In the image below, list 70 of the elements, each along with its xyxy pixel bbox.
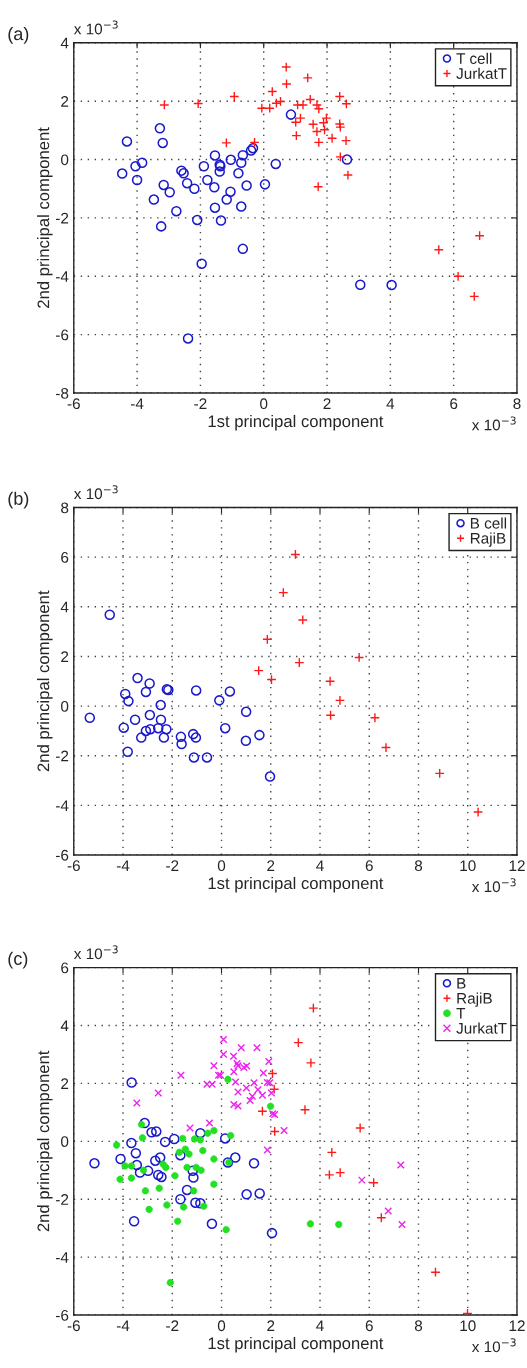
- x-tick-label: 8: [414, 1320, 423, 1332]
- x-tick-label: 6: [450, 398, 458, 410]
- legend-label: RajiB: [457, 992, 492, 1007]
- x-tick-label: 6: [365, 1320, 373, 1332]
- x-tick-label: 0: [217, 860, 226, 872]
- y-tick-label: -6: [56, 329, 69, 341]
- legend-label: T: [456, 1008, 466, 1019]
- x-tick-label: -4: [130, 398, 144, 409]
- text: x 10$^{−3}$: [73, 945, 118, 960]
- x-tick-label: 8: [414, 860, 423, 872]
- legend-label: JurkatT: [456, 67, 507, 79]
- y-tick-label: -4: [56, 271, 69, 282]
- x-tick-label: 0: [217, 1320, 226, 1332]
- legend-label: JurkatT: [456, 1022, 507, 1034]
- x-tick-label: 2: [323, 398, 331, 409]
- y-tick-label: -6: [56, 1309, 69, 1321]
- text: x 10$^{−3}$: [471, 416, 516, 431]
- x-tick-label: 4: [316, 860, 324, 871]
- y-tick-label: 6: [61, 962, 69, 974]
- y-tick-label: 4: [60, 601, 69, 613]
- x-axis-title: 1st principal component: [208, 876, 384, 893]
- y-tick-label: 0: [61, 154, 69, 166]
- y-tick-label: -6: [56, 849, 69, 861]
- x-axis-title: 1st principal component: [208, 1336, 384, 1353]
- chart-title: (c): [8, 951, 28, 969]
- y-tick-label: 4: [60, 1020, 69, 1032]
- y-tick-label: 2: [61, 651, 69, 662]
- x-tick-label: 10: [460, 860, 476, 872]
- x-tick-label: -2: [194, 398, 207, 409]
- x-tick-label: 10: [460, 1320, 476, 1332]
- y-axis-title: 2nd principal component: [37, 1050, 53, 1232]
- y-tick-label: -2: [56, 212, 69, 224]
- y-tick-label: 2: [61, 96, 69, 107]
- y-tick-label: -4: [56, 1252, 69, 1263]
- y-axis-title: 2nd principal component: [37, 590, 53, 772]
- x-tick-label: -2: [166, 1320, 179, 1331]
- y-tick-label: 2: [61, 1078, 69, 1089]
- x-tick-label: 2: [267, 1320, 275, 1331]
- text: x 10$^{−3}$: [73, 485, 118, 500]
- y-tick-label: 4: [60, 37, 69, 49]
- y-tick-label: -8: [56, 387, 69, 399]
- x-tick-label: 4: [386, 398, 395, 409]
- y-tick-label: -4: [56, 800, 69, 811]
- y-tick-label: -2: [56, 1194, 69, 1205]
- x-tick-label: 12: [509, 1320, 525, 1331]
- x-tick-label: -4: [116, 860, 130, 871]
- text: x 10$^{−3}$: [471, 878, 516, 893]
- y-tick-label: -2: [56, 750, 69, 762]
- x-tick-label: 6: [365, 860, 373, 872]
- y-tick-label: 8: [61, 502, 69, 514]
- chart-title: (b): [8, 491, 29, 509]
- x-tick-label: -2: [166, 860, 179, 871]
- y-tick-label: 6: [61, 552, 69, 563]
- legend-label: RajiB: [470, 532, 506, 547]
- text: x 10$^{−3}$: [73, 20, 118, 35]
- x-tick-label: 4: [316, 1320, 324, 1331]
- x-tick-label: -4: [116, 1320, 130, 1331]
- y-axis-title: 2nd principal component: [37, 127, 53, 308]
- x-tick-label: 8: [513, 398, 521, 410]
- x-axis-title: 1st principal component: [208, 414, 384, 431]
- legend-label: B cell: [470, 517, 507, 529]
- x-tick-label: 0: [260, 398, 268, 410]
- legend-label: T cell: [456, 52, 492, 64]
- y-tick-label: 0: [61, 700, 69, 712]
- text: x 10$^{−3}$: [471, 1338, 516, 1353]
- legend-label: B: [457, 978, 466, 989]
- chart-title: (a): [8, 26, 29, 44]
- y-tick-label: 0: [61, 1136, 69, 1148]
- x-tick-label: 2: [267, 860, 275, 871]
- x-tick-label: 12: [509, 860, 525, 871]
